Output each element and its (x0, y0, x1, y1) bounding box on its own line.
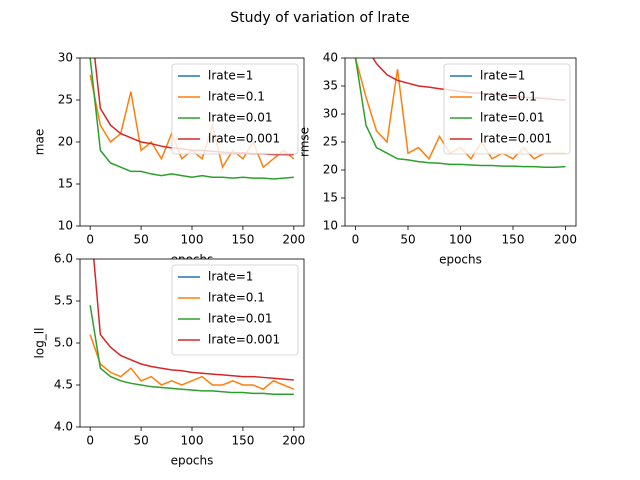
y-tick-label: 40 (323, 51, 338, 65)
legend: lrate=1 lrate=0.1 lrate=0.01 lrate=0.001 (443, 63, 571, 155)
legend-box (443, 63, 571, 155)
y-tick-label: 5.0 (54, 336, 73, 350)
legend-label: lrate=1 (208, 69, 253, 83)
x-tick-label: 200 (554, 233, 577, 247)
y-tick-label: 35 (323, 79, 338, 93)
legend-label: lrate=0.1 (208, 90, 265, 104)
y-tick-label: 25 (323, 135, 338, 149)
legend-box (171, 63, 299, 155)
legend-label: lrate=0.01 (208, 111, 272, 125)
series-line (354, 58, 566, 168)
series-line (89, 305, 294, 395)
y-tick-label: 4.0 (54, 420, 73, 434)
y-tick-label: 5.5 (54, 294, 73, 308)
x-axis-label: epochs (439, 253, 482, 267)
subplot: 0 50 100 150 200 4.0 4.5 5.0 5.5 6.0 epochs log_ll l… (33, 252, 306, 468)
y-tick-label: 15 (58, 177, 73, 191)
figure-title: Study of variation of lrate (230, 10, 409, 26)
x-tick-label: 150 (231, 434, 254, 448)
y-tick-label: 20 (58, 135, 73, 149)
subplot: 0 50 100 150 200 10 15 20 25 30 35 40 epochs rmse lrat… (298, 51, 577, 267)
x-tick-label: 150 (231, 233, 254, 247)
x-tick-label: 200 (282, 233, 305, 247)
legend-label: lrate=0.001 (208, 132, 280, 146)
legend-label: lrate=0.1 (480, 90, 537, 104)
legend: lrate=1 lrate=0.1 lrate=0.01 lrate=0.001 (171, 63, 299, 155)
legend-label: lrate=1 (208, 270, 253, 284)
y-tick-label: 10 (323, 219, 338, 233)
y-axis-label: rmse (298, 127, 312, 157)
legend-label: lrate=0.01 (208, 312, 272, 326)
legend-label: lrate=0.1 (208, 291, 265, 305)
y-tick-label: 15 (323, 191, 338, 205)
y-tick-label: 30 (58, 51, 73, 65)
x-tick-label: 0 (86, 434, 94, 448)
x-axis-label: epochs (171, 454, 214, 468)
x-tick-label: 200 (282, 434, 305, 448)
x-tick-label: 50 (133, 233, 148, 247)
y-tick-label: 6.0 (54, 252, 73, 266)
series-line (93, 259, 294, 381)
y-axis-label: mae (33, 129, 47, 155)
y-tick-label: 30 (323, 107, 338, 121)
x-tick-label: 50 (133, 434, 148, 448)
legend-label: lrate=0.01 (480, 111, 544, 125)
y-tick-label: 10 (58, 219, 73, 233)
legend-box (171, 264, 299, 356)
x-tick-label: 0 (86, 233, 94, 247)
y-tick-label: 4.5 (54, 378, 73, 392)
y-tick-label: 25 (58, 93, 73, 107)
legend: lrate=1 lrate=0.1 lrate=0.01 lrate=0.001 (171, 264, 299, 356)
x-tick-label: 50 (400, 233, 415, 247)
y-tick-label: 20 (323, 163, 338, 177)
y-axis-label: log_ll (33, 328, 47, 359)
x-tick-label: 150 (502, 233, 525, 247)
x-tick-label: 100 (181, 233, 204, 247)
x-tick-label: 0 (352, 233, 360, 247)
subplot: 0501001502001015202530epochsmaelrate=1lr… (33, 51, 306, 267)
legend-label: lrate=0.001 (480, 132, 552, 146)
series-line (89, 58, 294, 180)
series-line (89, 334, 295, 391)
legend-label: lrate=0.001 (208, 333, 280, 347)
legend-label: lrate=1 (480, 69, 525, 83)
x-tick-label: 100 (181, 434, 204, 448)
x-tick-label: 100 (449, 233, 472, 247)
